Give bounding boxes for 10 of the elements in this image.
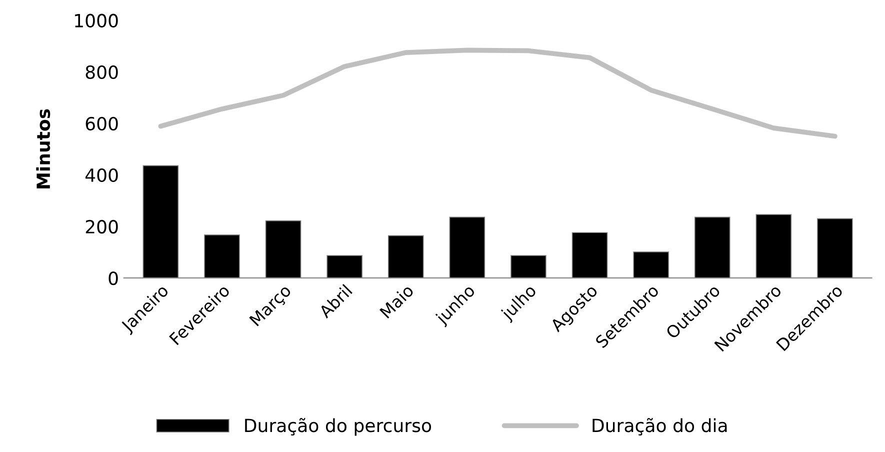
y-tick-label: 400 [85,168,118,182]
line-series [158,48,838,139]
y-tick-label: 1000 [75,14,118,28]
y-tick-label: 600 [86,116,118,131]
y-tick-label: 0 [108,271,118,286]
y-tick-label: 200 [86,220,118,234]
legend-label: Duração do dia [592,418,727,436]
legend-label: Duração do percurso [245,418,432,436]
y-tick-label: 800 [86,65,118,79]
y-axis-title: Minutos [36,109,50,188]
